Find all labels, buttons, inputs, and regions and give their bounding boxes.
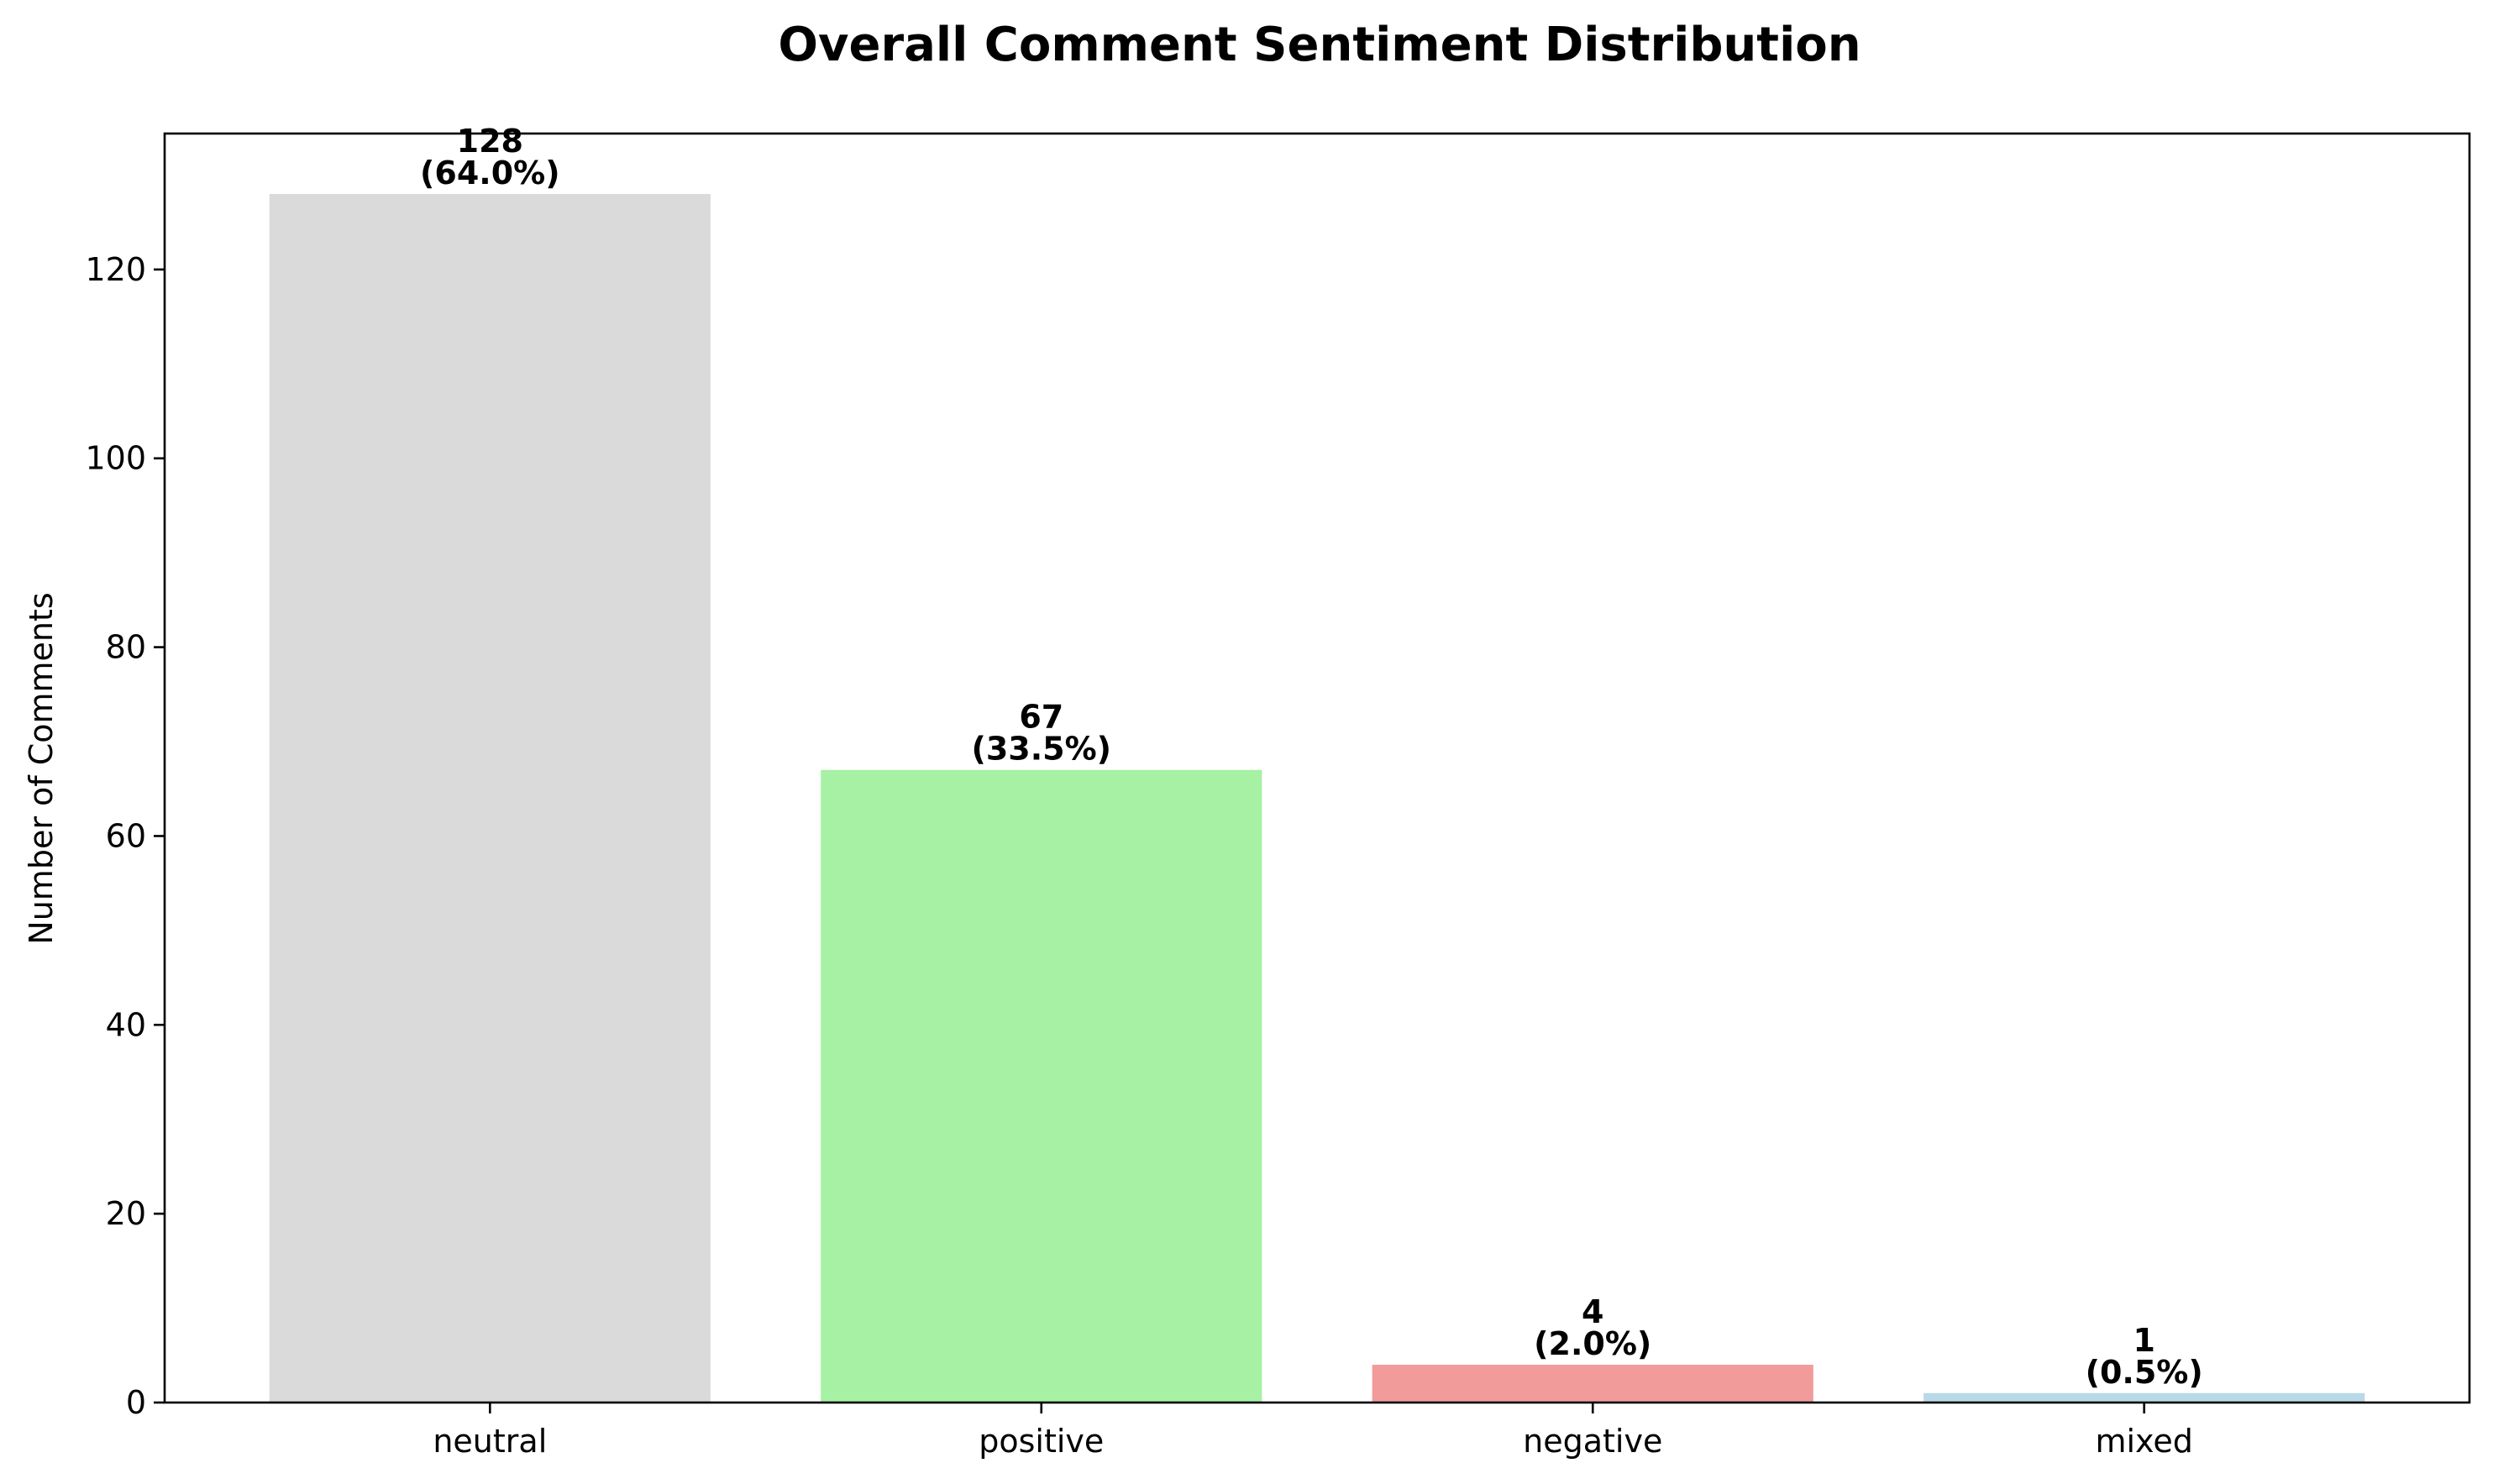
chart-title: Overall Comment Sentiment Distribution xyxy=(778,18,1861,72)
data-label-count-negative: 4 xyxy=(1582,1293,1603,1330)
bar-neutral xyxy=(269,193,711,1403)
data-label-count-neutral: 128 xyxy=(457,123,523,160)
y-tick-label-80: 80 xyxy=(106,629,146,666)
data-labels-layer: 128(64.0%) 67(33.5%) 4(2.0%) 1(0.5%) xyxy=(420,123,2203,1391)
data-label-count-mixed: 1 xyxy=(2133,1322,2154,1359)
plot-area-frame xyxy=(163,132,2471,1404)
x-axis-ticks: neutral positive negative mixed xyxy=(433,1403,2193,1460)
y-axis-ticks: 0 20 40 60 80 100 120 xyxy=(85,251,165,1421)
bar-negative xyxy=(1372,1365,1813,1403)
bars-layer xyxy=(269,193,2365,1403)
data-label-percent-mixed: (0.5%) xyxy=(2086,1354,2203,1391)
data-label-percent-negative: (2.0%) xyxy=(1534,1325,1651,1362)
x-tick-label-neutral: neutral xyxy=(433,1423,547,1460)
y-tick-label-0: 0 xyxy=(126,1384,146,1421)
bar-positive xyxy=(821,769,1262,1403)
x-tick-label-mixed: mixed xyxy=(2095,1423,2192,1460)
y-tick-label-60: 60 xyxy=(106,817,146,854)
y-axis-label: Number of Comments xyxy=(23,592,60,944)
y-tick-label-20: 20 xyxy=(106,1195,146,1232)
data-label-percent-neutral: (64.0%) xyxy=(420,155,560,191)
y-tick-label-40: 40 xyxy=(106,1006,146,1043)
bar-mixed xyxy=(1924,1392,2365,1403)
x-tick-label-negative: negative xyxy=(1523,1423,1662,1460)
x-tick-label-positive: positive xyxy=(979,1423,1104,1460)
y-tick-label-100: 100 xyxy=(85,440,146,477)
data-label-percent-positive: (33.5%) xyxy=(971,731,1111,768)
y-tick-label-120: 120 xyxy=(85,251,146,288)
data-label-count-positive: 67 xyxy=(1019,699,1063,736)
